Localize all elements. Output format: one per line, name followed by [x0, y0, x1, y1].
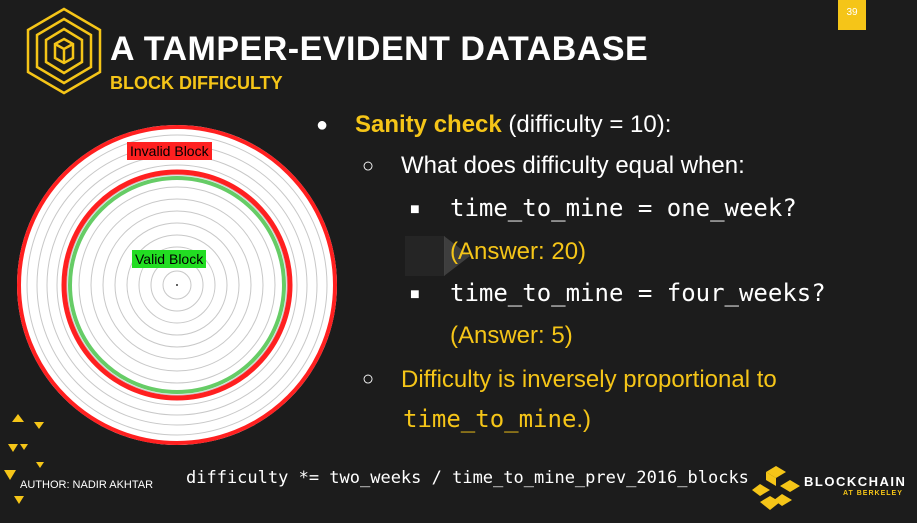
difficulty-formula: difficulty *= two_weeks / time_to_mine_p… — [186, 468, 749, 488]
inverse-end: .) — [576, 406, 592, 433]
bullet-circle: ○ — [362, 155, 375, 177]
sanity-check-suffix: (difficulty = 10): — [501, 111, 672, 138]
question-line: What does difficulty equal when: — [401, 152, 745, 179]
inverse-code-line: time_to_mine.) — [403, 405, 591, 434]
bullet-square: ■ — [410, 286, 420, 303]
page-title: A TAMPER-EVIDENT DATABASE — [110, 30, 649, 68]
sanity-check-line: Sanity check (difficulty = 10): — [355, 111, 671, 139]
question-two-code: time_to_mine = four_weeks? — [450, 279, 826, 307]
invalid-boundary-ring — [17, 125, 337, 445]
answer-two: (Answer: 5) — [450, 322, 573, 349]
brand-name: BLOCKCHAIN — [804, 474, 907, 489]
bullet-circle: ○ — [362, 368, 375, 390]
page-subtitle: BLOCK DIFFICULTY — [110, 73, 283, 93]
difficulty-boundary-ring — [61, 169, 293, 401]
triangle-decoration-icon — [4, 414, 44, 504]
author-credit: AUTHOR: NADIR AKHTAR — [20, 479, 154, 491]
bullet-dot: ● — [316, 114, 329, 136]
inverse-code: time_to_mine — [403, 405, 577, 433]
play-icon[interactable] — [444, 236, 470, 276]
question-one-code: time_to_mine = one_week? — [450, 194, 797, 222]
difficulty-target-diagram — [17, 125, 337, 445]
brand-subtitle: AT BERKELEY — [843, 490, 903, 497]
blockchain-berkeley-logo-icon — [752, 466, 800, 510]
page-number-badge: 39 — [838, 0, 866, 30]
inverse-line: Difficulty is inversely proportional to — [401, 366, 777, 393]
hexagon-cube-logo-icon — [26, 7, 102, 95]
valid-block-label: Valid Block — [132, 250, 207, 268]
sanity-check-label: Sanity check — [355, 111, 502, 138]
bullet-square: ■ — [410, 201, 420, 218]
invalid-block-label: Invalid Block — [127, 142, 212, 160]
valid-boundary-ring — [68, 176, 286, 394]
play-overlay[interactable] — [405, 236, 445, 276]
answer-one: (Answer: 20) — [450, 238, 587, 265]
target-center — [176, 284, 178, 286]
